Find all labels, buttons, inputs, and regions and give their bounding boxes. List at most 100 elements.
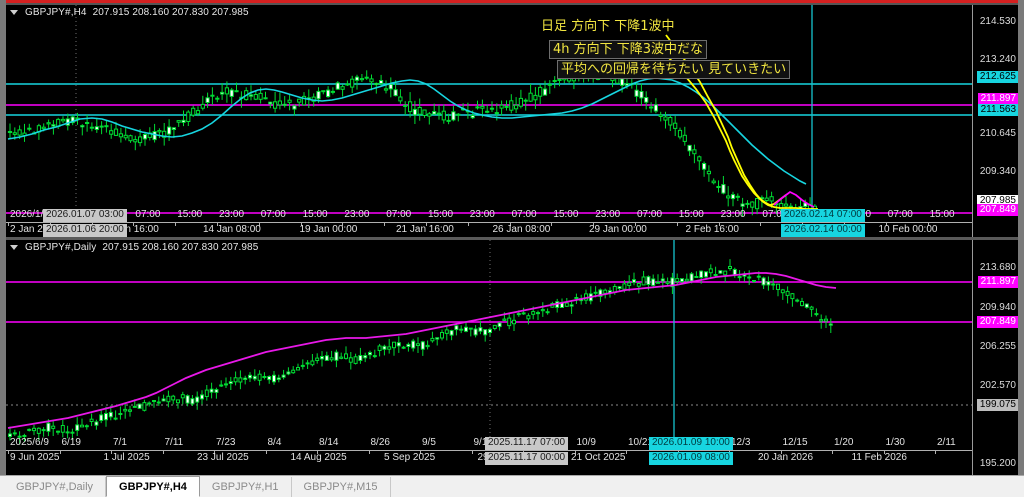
time-tick: 10/9 xyxy=(574,437,596,454)
time-tick: 12/15 xyxy=(780,437,808,454)
time-tick: 19 Jan 00:00 xyxy=(299,224,358,235)
price-tick: 214.530 xyxy=(979,16,1016,27)
time-tick: 07:00 xyxy=(885,209,913,226)
annotation-mean-reversion: 平均への回帰を待ちたい 見ていきたい xyxy=(557,60,791,79)
time-label-anchor2-h4: 2026.01.06 20:00 xyxy=(43,224,127,237)
tab-gbpjpyh1[interactable]: GBPJPY#,H1 xyxy=(200,477,292,497)
time-label-crosshair-h4: 2026.02.14 07:00 xyxy=(781,209,865,222)
time-tick: 6/19 xyxy=(59,437,81,454)
price-label-magenta: 207.849 xyxy=(976,204,1018,216)
time-tick: 20 Jan 2026 xyxy=(758,452,814,463)
price-label-magenta: 211.897 xyxy=(977,93,1018,105)
price-tick: 209.940 xyxy=(979,302,1016,313)
time-tick: 07:00 xyxy=(133,209,160,226)
time-tick: 14 Jan 08:00 xyxy=(203,224,261,235)
price-tick: 210.645 xyxy=(979,128,1016,139)
chart-plot-h4[interactable] xyxy=(6,5,1018,237)
time-axis-line xyxy=(6,450,972,451)
tab-gbpjpym15[interactable]: GBPJPY#,M15 xyxy=(292,477,391,497)
time-tick: 07:00 xyxy=(258,209,286,226)
time-tick: 1 Jul 2025 xyxy=(103,452,150,463)
time-tick: 5 Sep 2025 xyxy=(384,452,436,463)
time-tick: 8/26 xyxy=(368,437,390,454)
time-tick: 9 Jan 16:00 xyxy=(106,224,159,235)
chart-pane-daily[interactable]: GBPJPY#,Daily 207.915 208.160 207.830 20… xyxy=(6,240,1018,475)
time-tick: 21 Oct 2025 xyxy=(571,452,626,463)
price-scale-h4[interactable]: 214.530 213.240 210.645 209.340 212.625 … xyxy=(972,5,1018,237)
time-tick: 15:00 xyxy=(300,209,328,226)
chart-plot-daily[interactable] xyxy=(6,240,1018,475)
time-label-anchor-daily: 2025.11.17 07:00 xyxy=(485,437,569,450)
chart-ohlc-daily: 207.915 208.160 207.830 207.985 xyxy=(102,242,259,253)
price-label-cyan: 212.625 xyxy=(976,71,1018,83)
time-tick: 14 Aug 2025 xyxy=(290,452,347,463)
time-tick: 7/23 xyxy=(214,437,235,454)
window-right-frame xyxy=(1018,0,1024,475)
chart-ohlc-h4: 207.915 208.160 207.830 207.985 xyxy=(92,7,249,18)
tab-label: GBPJPY#,Daily xyxy=(16,481,94,493)
price-scale-daily[interactable]: 213.680 209.940 206.255 202.570 195.200 … xyxy=(972,240,1018,475)
price-label-grey: 199.075 xyxy=(976,399,1018,411)
time-tick: 1/30 xyxy=(883,437,905,454)
time-tick: 2/11 xyxy=(935,437,956,454)
time-label-anchor-h4: 2026.01.07 03:00 xyxy=(43,209,127,222)
tab-gbpjpyh4[interactable]: GBPJPY#,H4 xyxy=(106,476,200,497)
time-tick: 2 Feb 16:00 xyxy=(685,224,739,235)
time-axis-line xyxy=(6,222,972,223)
collapse-arrow-icon[interactable] xyxy=(10,10,18,15)
annotation-daily-direction: 日足 方向下 下降1波中 xyxy=(541,19,675,34)
window-left-frame xyxy=(0,0,6,475)
chart-pane-h4[interactable]: GBPJPY#,H4 207.915 208.160 207.830 207.9… xyxy=(6,5,1018,237)
time-tick: 21 Jan 16:00 xyxy=(396,224,454,235)
time-tick: 23:00 xyxy=(467,209,495,226)
chart-tab-bar[interactable]: GBPJPY#,Daily GBPJPY#,H4 GBPJPY#,H1 GBPJPY#… xyxy=(0,475,1024,497)
time-tick: 7/1 xyxy=(111,437,127,454)
annotation-4h-direction: 4h 方向下 下降3波中だな xyxy=(549,40,708,59)
time-tick: 15:00 xyxy=(551,209,578,226)
tab-label: GBPJPY#,H1 xyxy=(211,481,279,493)
tab-label: GBPJPY#,M15 xyxy=(303,481,378,493)
time-tick: 23:00 xyxy=(342,209,369,226)
time-label-anchor2-daily: 2025.11.17 00:00 xyxy=(485,452,569,465)
time-tick: 1/20 xyxy=(832,437,853,454)
price-tick: 202.570 xyxy=(979,380,1016,391)
chart-symbol-h4: GBPJPY#,H4 xyxy=(25,7,87,18)
time-label-crosshair2-h4: 2026.02.14 00:00 xyxy=(781,224,865,237)
time-tick: 07:00 xyxy=(384,209,411,226)
time-tick: 2 Jan 2026 xyxy=(10,224,60,235)
collapse-arrow-icon[interactable] xyxy=(10,245,18,250)
time-label-crosshair2-daily: 2026.01.09 08:00 xyxy=(649,452,733,465)
chart-canvas-daily xyxy=(6,240,1018,475)
time-tick: 15:00 xyxy=(175,209,202,226)
pane-separator[interactable] xyxy=(6,237,1018,240)
price-tick: 209.340 xyxy=(979,166,1016,177)
chart-header-h4: GBPJPY#,H4 207.915 208.160 207.830 207.9… xyxy=(10,7,249,18)
top-accent-line xyxy=(6,0,1018,3)
tab-label: GBPJPY#,H4 xyxy=(119,480,187,493)
time-tick: 10 Feb 00:00 xyxy=(878,224,938,235)
time-scale-h4[interactable]: 2026/1/2 15:00 23:00 07:00 15:00 23:00 07:00 15… xyxy=(6,208,972,237)
price-tick: 195.200 xyxy=(979,458,1016,469)
time-tick: 15:00 xyxy=(676,209,704,226)
time-tick: 26 Jan 08:00 xyxy=(492,224,551,235)
tab-gbpjpydaily[interactable]: GBPJPY#,Daily xyxy=(4,477,107,497)
price-tick: 206.255 xyxy=(979,341,1016,352)
top-border-line xyxy=(6,3,1018,5)
time-scale-daily[interactable]: 2025/6/9 6/19 7/1 7/11 7/23 8/4 8/14 8/26 9/5 9/1… xyxy=(6,436,972,466)
time-tick: 07:00 xyxy=(509,209,537,226)
time-tick: 15:00 xyxy=(426,209,453,226)
chart-header-daily: GBPJPY#,Daily 207.915 208.160 207.830 20… xyxy=(10,242,258,253)
price-tick: 213.240 xyxy=(979,54,1016,65)
time-tick: 29 Jan 00:00 xyxy=(589,224,647,235)
time-tick: 23:00 xyxy=(593,209,620,226)
time-tick: 23:00 xyxy=(718,209,746,226)
time-tick: 11 Feb 2026 xyxy=(851,452,907,463)
time-tick: 12/3 xyxy=(729,437,750,454)
time-tick: 8/4 xyxy=(265,437,281,454)
time-tick: 07:00 xyxy=(635,209,662,226)
chart-canvas-h4 xyxy=(6,5,1018,237)
time-tick: 9/5 xyxy=(420,437,436,454)
chart-symbol-daily: GBPJPY#,Daily xyxy=(25,242,97,253)
price-label-magenta: 207.849 xyxy=(976,316,1018,328)
